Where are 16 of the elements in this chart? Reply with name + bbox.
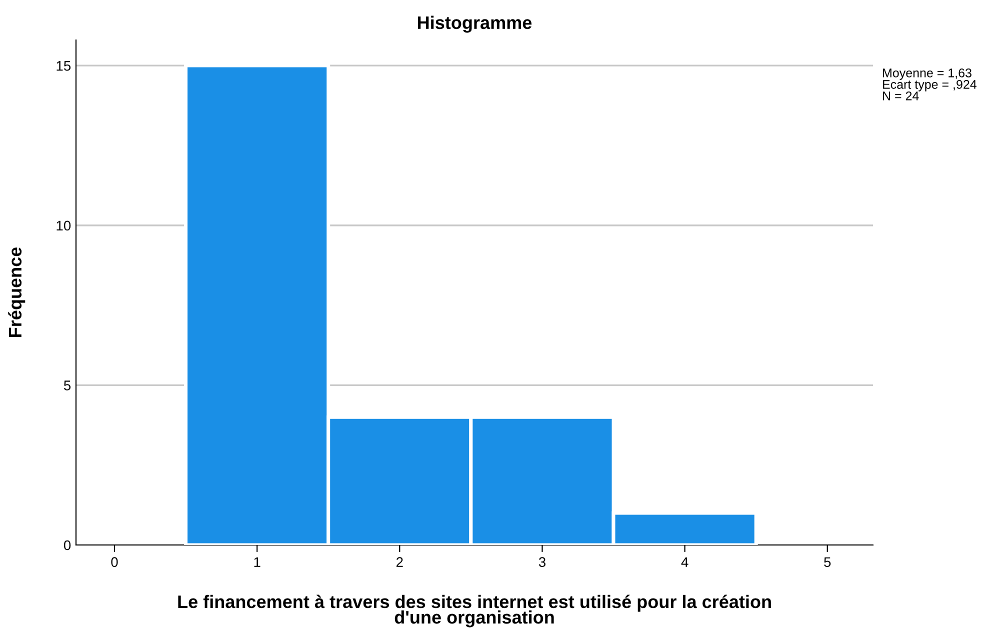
chart-title: Histogramme: [418, 16, 532, 33]
x-axis-title: Le financement à travers des sites internet est utilisé pour la création d'une organisation: [178, 594, 771, 628]
y-tick-label: 0: [64, 540, 71, 550]
x-tick-label: 2: [396, 557, 403, 567]
x-tick-label: 5: [824, 557, 831, 568]
text: N = 24: [883, 92, 919, 100]
y-axis-title: Fréquence: [8, 247, 26, 337]
x-tick-label: 1: [254, 557, 260, 567]
text: Ecart type = ,924: [883, 80, 976, 92]
y-tick-label: 15: [56, 61, 71, 71]
x-tick-label: 0: [111, 557, 118, 568]
x-tick-label: 4: [681, 557, 688, 567]
text: Moyenne = 1,63: [883, 68, 972, 80]
x-tick-label: 3: [538, 557, 546, 568]
y-tick-label: 5: [64, 380, 71, 390]
y-tick-label: 10: [56, 220, 71, 231]
